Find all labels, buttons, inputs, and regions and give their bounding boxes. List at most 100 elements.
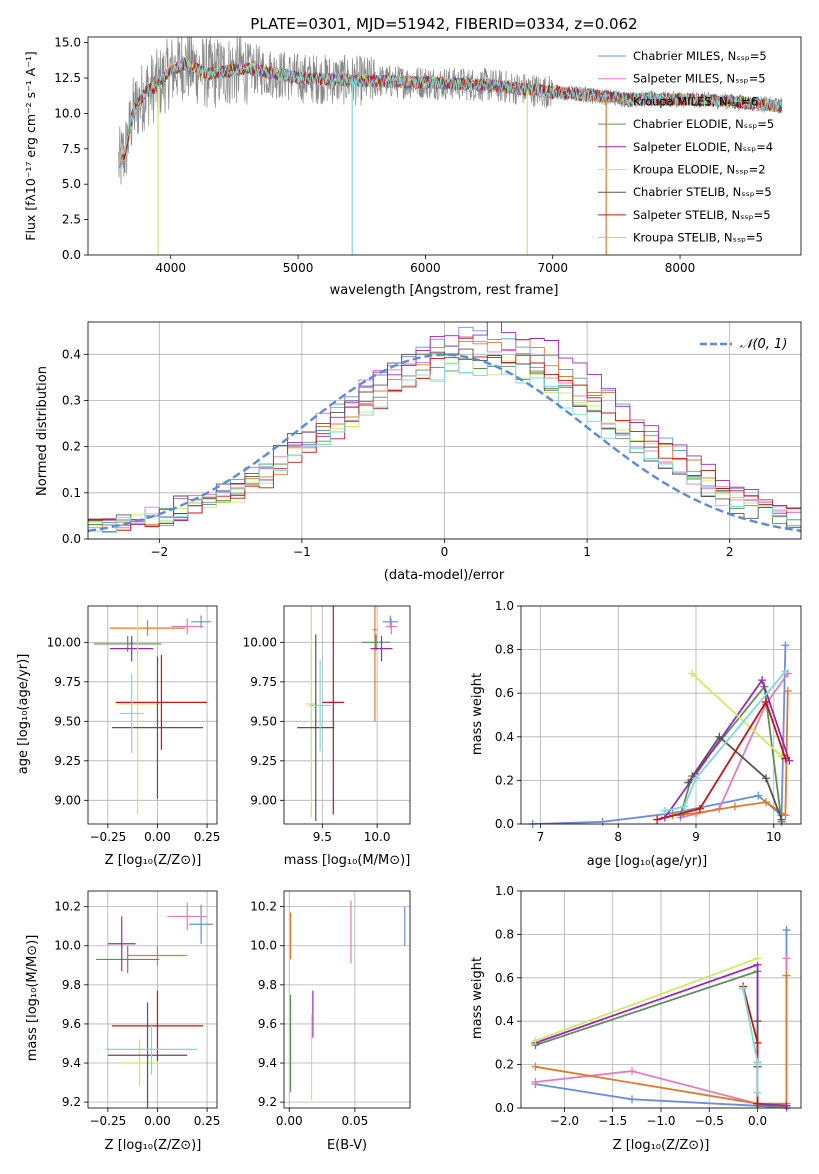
x-tick-label: 10.0 <box>364 830 391 844</box>
y-tick-label: 10.2 <box>54 900 81 914</box>
legend-label: 𝒩(0, 1) <box>740 337 787 352</box>
x-tick-label: 5000 <box>283 261 314 275</box>
x-tick-label: −0.25 <box>89 1114 126 1128</box>
y-tick-label: 9.00 <box>54 793 81 807</box>
grid-lines <box>88 891 217 1108</box>
y-tick-label: 0.4 <box>495 1014 514 1028</box>
y-tick-label: 5.0 <box>62 177 81 191</box>
y-tick-label: 9.50 <box>54 714 81 728</box>
y-tick-label: 10.2 <box>250 900 277 914</box>
legend-label: Salpeter STELIB, Nₛₛₚ=5 <box>633 208 771 222</box>
wAge-x-label: age [log₁₀(age/yr)] <box>587 854 708 869</box>
legend-label: Kroupa MILES, Nₛₛₚ=6 <box>633 94 758 108</box>
mass-weight-marker <box>653 815 662 824</box>
x-tick-label: −0.5 <box>695 1114 724 1128</box>
mass-weight-marker <box>762 798 770 807</box>
residual-histogram-line <box>88 336 801 532</box>
mass-weight-marker <box>762 774 770 783</box>
wZ-x-label: Z [log₁₀(Z/Z⊙)] <box>613 1138 710 1153</box>
y-tick-label: 0.0 <box>495 1101 514 1115</box>
x-tick-label: 8000 <box>665 261 696 275</box>
ageZ-x-label: Z [log₁₀(Z/Z⊙)] <box>105 853 202 868</box>
y-tick-label: 10.00 <box>243 635 277 649</box>
mass-weight-marker <box>684 778 693 787</box>
legend-label: Kroupa ELODIE, Nₛₛₚ=2 <box>633 163 766 177</box>
x-tick-label: −0.25 <box>89 830 126 844</box>
y-tick-label: 0.1 <box>62 486 81 500</box>
y-tick-label: 0.2 <box>495 1058 514 1072</box>
mass-weight-marker <box>782 954 791 963</box>
y-tick-label: 9.25 <box>54 754 81 768</box>
spectrum-x-label: wavelength [Angstrom, rest frame] <box>330 283 559 298</box>
model-spectrum-line <box>122 57 783 160</box>
age-vs-mass-panel: 9.5 10.0 9.00 9.25 9.50 9.75 10.00 mass [log₁₀… <box>243 605 411 868</box>
x-tick-label: −1.0 <box>646 1114 675 1128</box>
y-tick-label: 7.5 <box>62 142 81 156</box>
mass-weight-marker <box>781 667 790 676</box>
mass-weight-marker <box>531 1036 540 1045</box>
mass-weight-marker <box>783 687 792 696</box>
x-tick-label: 0.25 <box>194 1114 221 1128</box>
spectrum-legend: Chabrier MILES, Nₛₛₚ=5 Salpeter MILES, Nₛ… <box>598 49 774 245</box>
x-tick-label: 7 <box>537 830 545 844</box>
x-tick-label: −2 <box>150 545 168 559</box>
mass-weight-line <box>664 670 787 812</box>
mass-weight-marker <box>695 804 704 813</box>
x-tick-label: 6000 <box>410 261 441 275</box>
mass-weight-marker <box>531 1062 540 1071</box>
grid-lines <box>88 606 217 824</box>
y-tick-label: 9.25 <box>250 754 277 768</box>
ageM-x-label: mass [log₁₀(M/M⊙)] <box>284 853 411 868</box>
legend-label: Chabrier STELIB, Nₛₛₚ=5 <box>633 185 772 199</box>
legend-label: Chabrier ELODIE, Nₛₛₚ=5 <box>633 117 774 131</box>
residuals-x-label: (data-model)/error <box>384 568 505 583</box>
axes-frame <box>87 890 218 1109</box>
mass-vs-extinction-panel: 0.00 0.05 9.2 9.4 9.6 9.8 10.0 10.2 E(B-V) <box>250 890 411 1153</box>
y-tick-label: 9.6 <box>258 1017 277 1031</box>
mass-weight-line <box>656 699 787 821</box>
mass-weight-line <box>691 672 783 758</box>
massE-x-label: E(B-V) <box>327 1138 367 1153</box>
mass-weight-marker <box>777 815 786 824</box>
mass-weight-marker <box>782 926 791 935</box>
mass-weight-marker <box>753 1017 762 1026</box>
mass-weight-marker <box>680 802 689 811</box>
axes-frame <box>283 605 411 825</box>
axes-frame <box>520 605 802 825</box>
mass-vs-metallicity-panel: −0.25 0.00 0.25 9.2 9.4 9.6 9.8 10.0 10.2 Z [log… <box>25 890 221 1153</box>
wAge-y-label: mass weight <box>470 673 485 755</box>
y-tick-label: 10.0 <box>250 939 277 953</box>
legend-label: Kroupa STELIB, Nₛₛₚ=5 <box>633 231 763 245</box>
mass-weight-marker <box>753 1099 762 1108</box>
y-tick-label: 1.0 <box>495 884 514 898</box>
y-tick-label: 9.00 <box>250 793 277 807</box>
axes-frame <box>520 890 802 1109</box>
y-tick-label: 0.0 <box>62 532 81 546</box>
x-tick-label: 0.05 <box>342 1114 369 1128</box>
y-tick-label: 0.6 <box>495 686 514 700</box>
mass-weight-marker <box>628 1067 637 1076</box>
x-tick-label: 9.5 <box>313 830 332 844</box>
x-tick-label: 0.0 <box>748 1114 767 1128</box>
mass-weight-line <box>532 645 787 824</box>
residual-histogram-line <box>88 326 801 528</box>
mass-weight-marker <box>753 1058 762 1067</box>
age-vs-metallicity-panel: −0.25 0.00 0.25 9.00 9.25 9.50 9.75 10.00 Z [lo… <box>16 605 221 868</box>
x-tick-label: 0.25 <box>194 830 221 844</box>
spectrum-y-label: Flux [fλ10⁻¹⁷ erg cm⁻² s⁻¹ A⁻¹] <box>23 51 38 240</box>
y-tick-label: 12.5 <box>54 71 81 85</box>
axes-frame <box>283 890 411 1109</box>
x-tick-label: 4000 <box>155 261 186 275</box>
mass-weight-marker <box>762 697 770 706</box>
gaussian-reference-line <box>88 353 801 533</box>
x-tick-label: 8 <box>614 830 622 844</box>
x-tick-label: −1 <box>293 545 311 559</box>
mass-weight-marker <box>753 954 762 963</box>
x-tick-label: 0.00 <box>276 1114 303 1128</box>
mass-weight-line <box>687 735 783 820</box>
residual-histogram-line <box>88 363 801 534</box>
grid-lines <box>521 605 801 825</box>
mass-weight-line <box>664 678 791 819</box>
weights-vs-metallicity-panel: −2.0 −1.5 −1.0 −0.5 0.0 0.0 0.2 0.4 0.6 0.8 1.0 Z … <box>470 884 802 1153</box>
